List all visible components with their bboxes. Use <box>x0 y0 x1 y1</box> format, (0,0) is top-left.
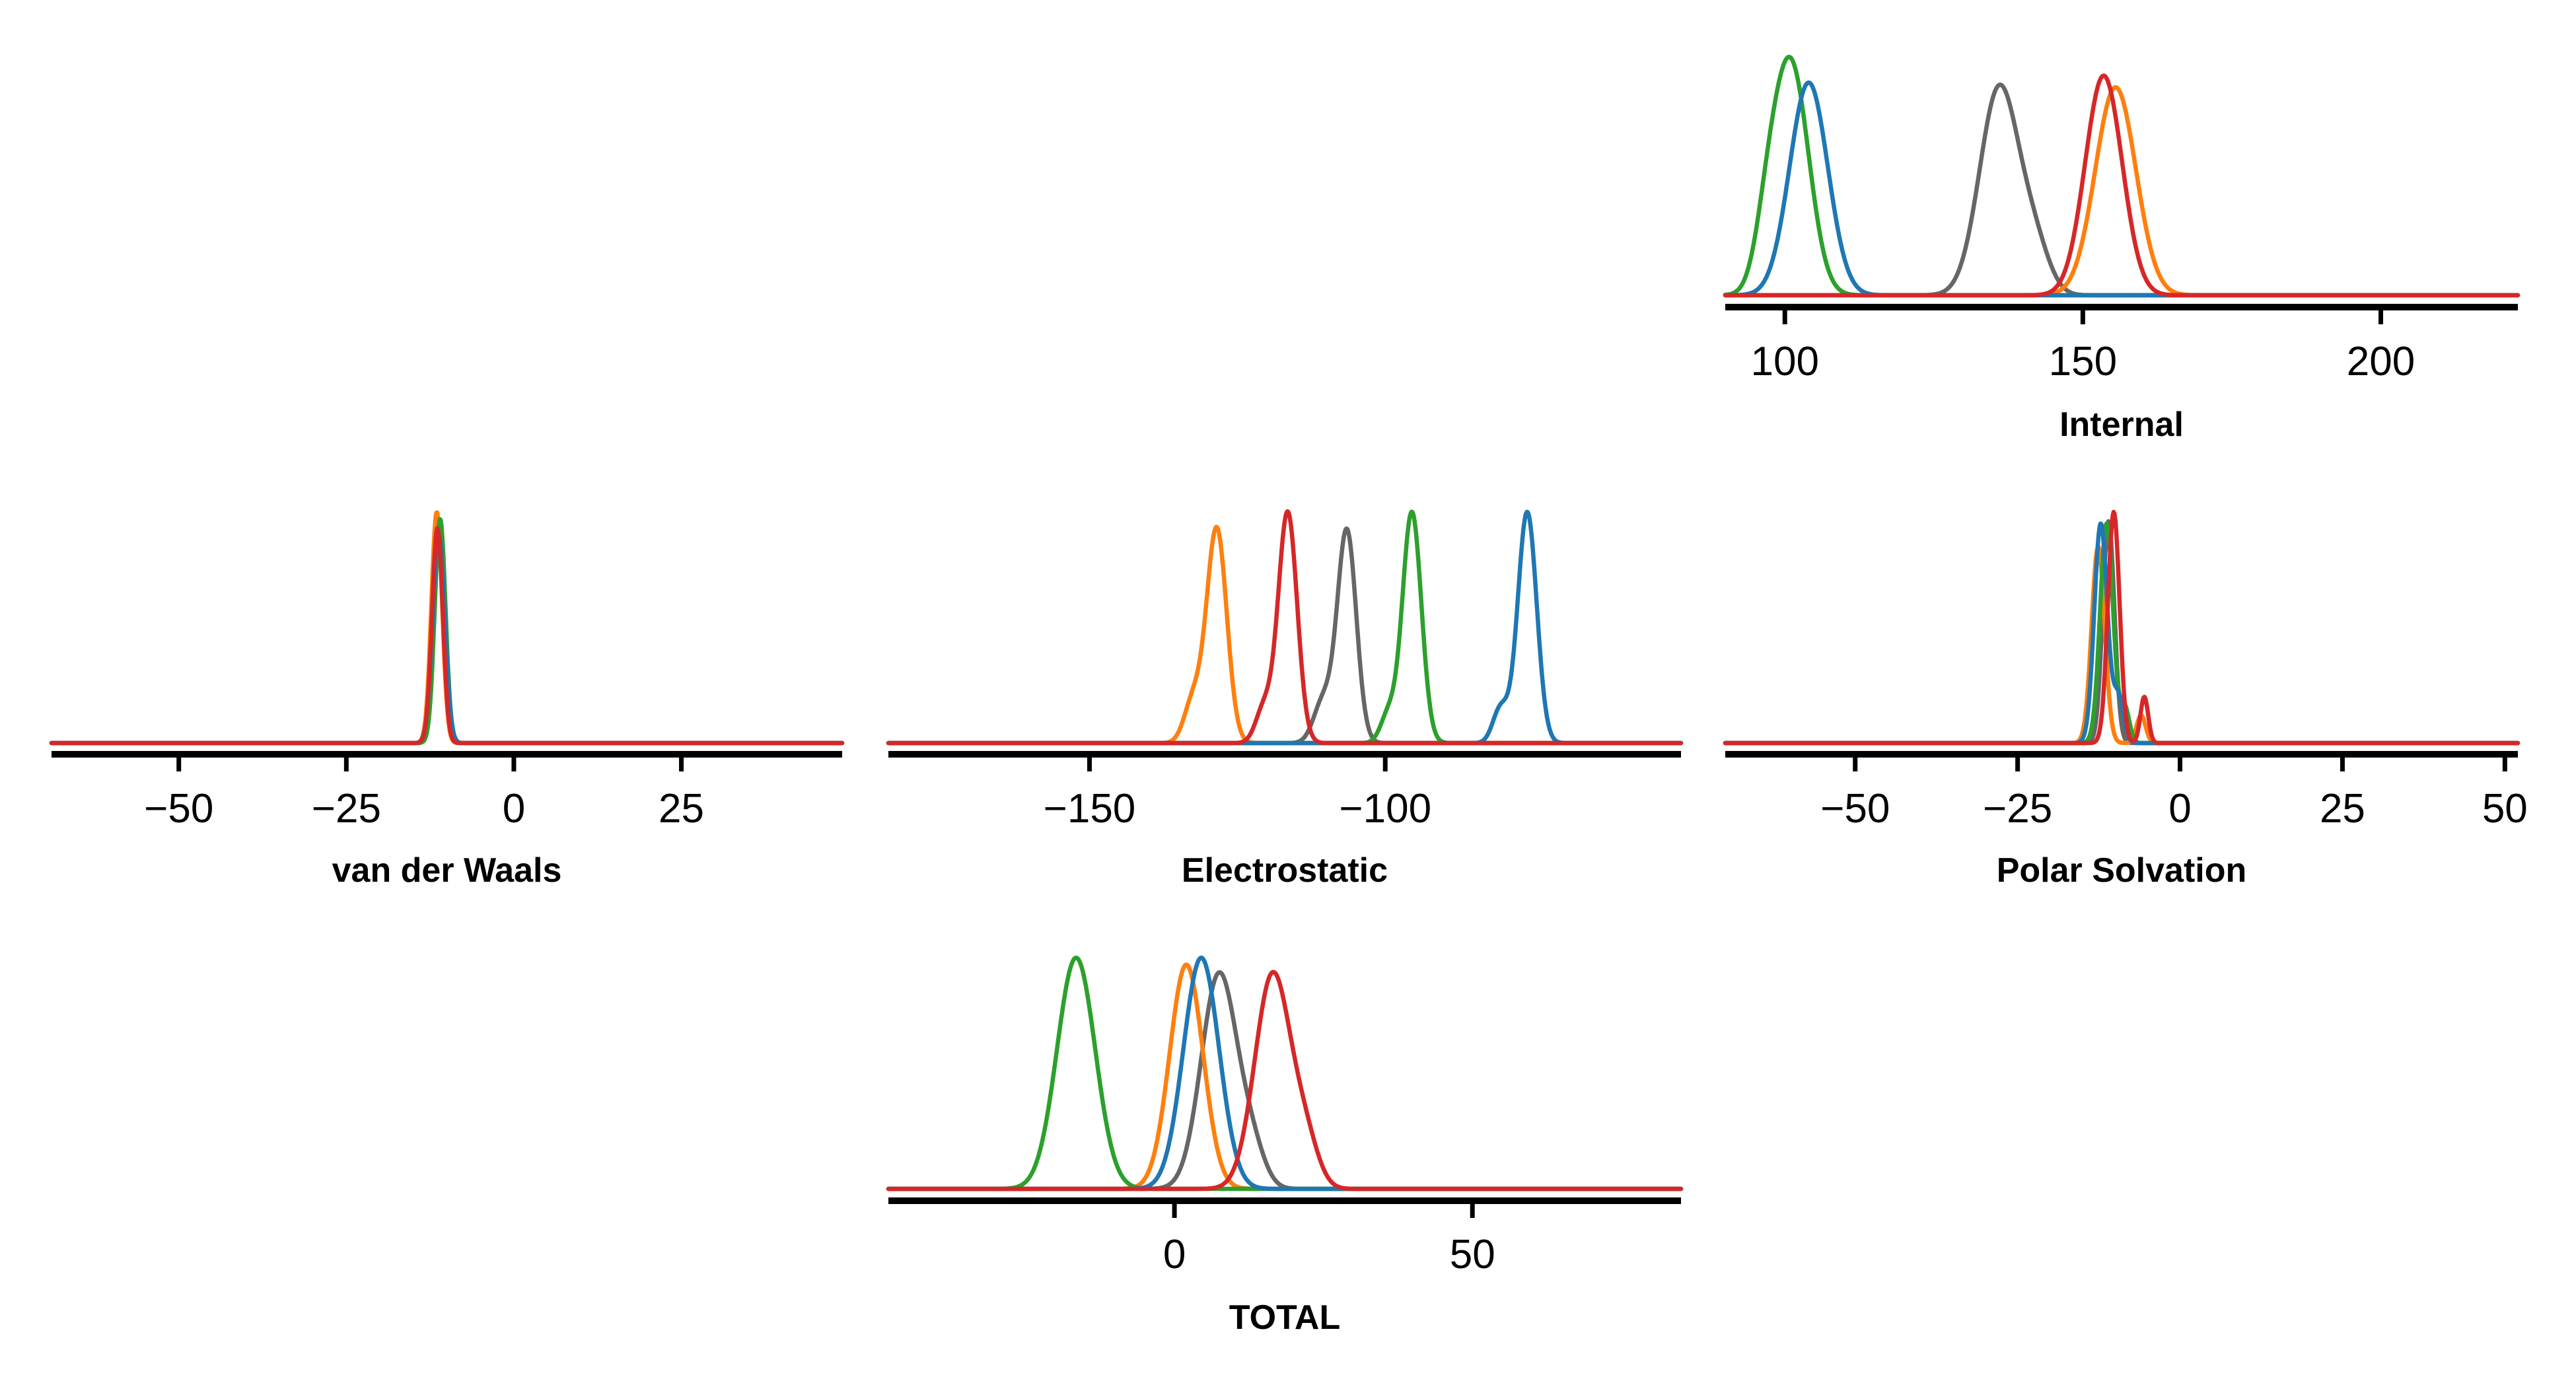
electrostatic-x-axis-label: Electrostatic <box>1182 851 1388 890</box>
vdw-tick-label: 0 <box>503 786 525 832</box>
electrostatic-series-green-line <box>886 509 1684 746</box>
total-tick-label: 50 <box>1450 1232 1495 1277</box>
vdw-tick-label: −25 <box>312 786 381 832</box>
total-x-axis-label: TOTAL <box>1229 1298 1341 1337</box>
electrostatic-series-gray-line <box>886 526 1684 746</box>
electrostatic-tick-label: −100 <box>1339 786 1431 832</box>
internal-series-blue-line <box>1723 80 2521 298</box>
total-series-blue-line <box>886 955 1684 1191</box>
polar-x-axis-label: Polar Solvation <box>1997 851 2247 890</box>
internal-tick-label: 100 <box>1750 339 1818 384</box>
internal-series-red-line <box>1723 73 2521 298</box>
polar-tick-label: 0 <box>2168 786 2191 832</box>
vdw-tick-label: −50 <box>144 786 213 832</box>
panel-total: 0 50 TOTAL <box>886 955 1684 1337</box>
electrostatic-series-blue-line <box>886 509 1684 746</box>
polar-series-red-line <box>1723 509 2521 746</box>
panel-polar: −50 −25 0 25 50 Polar Solvation <box>1723 509 2528 890</box>
total-tick-label: 0 <box>1163 1232 1186 1277</box>
polar-tick-label: −25 <box>1983 786 2052 832</box>
panel-internal: 100 150 200 Internal <box>1723 54 2521 444</box>
vdw-series-red-line <box>49 526 845 746</box>
electrostatic-tick-label: −150 <box>1044 786 1136 832</box>
polar-tick-label: 50 <box>2482 786 2528 832</box>
electrostatic-series-orange-line <box>886 524 1684 746</box>
vdw-tick-label: 25 <box>659 786 704 832</box>
internal-x-axis-label: Internal <box>2059 406 2184 444</box>
internal-tick-label: 150 <box>2049 339 2117 384</box>
internal-tick-label: 200 <box>2347 339 2415 384</box>
vdw-x-axis-label: van der Waals <box>332 851 562 890</box>
total-series-green-line <box>886 955 1684 1191</box>
panel-electrostatic: −150 −100 Electrostatic <box>886 509 1684 890</box>
polar-tick-label: 25 <box>2320 786 2365 832</box>
electrostatic-series-red-line <box>886 509 1684 746</box>
panel-vdw: −50 −25 0 25 van der Waals <box>49 510 845 890</box>
polar-tick-label: −50 <box>1820 786 1890 832</box>
total-series-red-line <box>886 970 1684 1191</box>
